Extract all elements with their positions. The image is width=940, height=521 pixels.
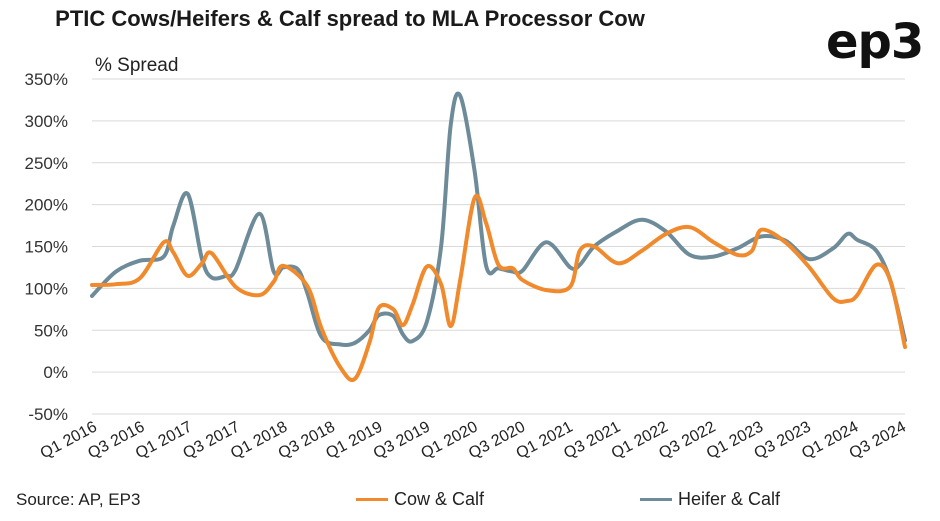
y-tick-label: 350% — [25, 70, 68, 89]
legend-label-heifer-calf: Heifer & Calf — [678, 489, 781, 509]
legend-heifer-calf: Heifer & Calf — [640, 489, 780, 510]
legend-label-cow-calf: Cow & Calf — [394, 489, 485, 509]
y-tick-label: 300% — [25, 112, 68, 131]
y-tick-label: 0% — [43, 363, 68, 382]
series-lines — [90, 91, 907, 383]
series-line-heifer-calf — [90, 91, 907, 348]
series-line-cow-calf — [90, 193, 907, 383]
y-axis-ticks: -50% 0% 50% 100% 150% 200% 250% 300% 350% — [25, 70, 68, 424]
y-tick-label: 50% — [34, 321, 68, 340]
chart-title: PTIC Cows/Heifers & Calf spread to MLA P… — [55, 6, 645, 31]
y-tick-label: 100% — [25, 279, 68, 298]
legend-swatch-cow-calf — [356, 498, 388, 501]
y-tick-label: 200% — [25, 196, 68, 215]
ep3-logo: ep3 — [826, 14, 924, 70]
y-tick-label: 150% — [25, 238, 68, 257]
gridlines — [92, 78, 905, 415]
y-axis-label: % Spread — [95, 55, 179, 76]
legend-swatch-heifer-calf — [640, 498, 672, 501]
y-tick-label: -50% — [28, 405, 68, 424]
source-note: Source: AP, EP3 — [16, 490, 141, 509]
legend-cow-calf: Cow & Calf — [356, 489, 484, 510]
y-tick-label: 250% — [25, 154, 68, 173]
